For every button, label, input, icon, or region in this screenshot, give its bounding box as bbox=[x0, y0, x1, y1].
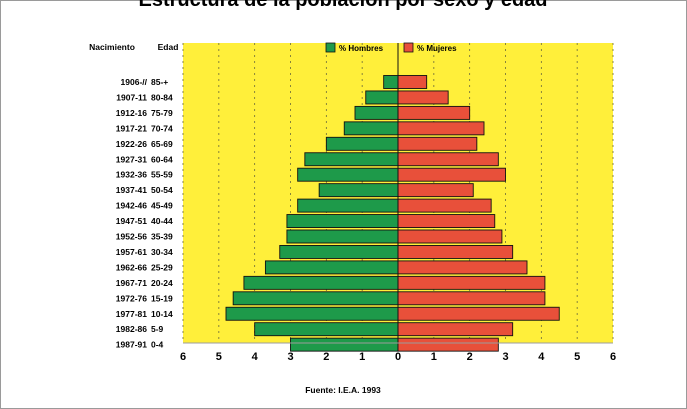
bars bbox=[225, 75, 560, 352]
bar-hombres bbox=[225, 306, 399, 321]
bar-hombres bbox=[254, 322, 399, 337]
birth-year-label: 1957-61 bbox=[116, 247, 147, 257]
x-tick-label: 6 bbox=[610, 351, 616, 363]
bar-mujeres bbox=[397, 306, 560, 321]
bar-mujeres bbox=[397, 167, 506, 182]
bar-mujeres bbox=[397, 260, 528, 275]
x-axis-tick-labels: 6 5 4 3 2 1 0 1 2 3 4 5 6 bbox=[180, 351, 616, 363]
chart-title: Estructura de la población por sexo y ed… bbox=[139, 0, 548, 11]
age-group-label: 60-64 bbox=[151, 154, 173, 164]
x-tick-label: 4 bbox=[252, 351, 259, 363]
birth-year-label: 1967-71 bbox=[116, 278, 147, 288]
bar-hombres bbox=[383, 75, 399, 89]
x-tick-label: 6 bbox=[180, 351, 186, 363]
birth-year-label: 1927-31 bbox=[116, 154, 147, 164]
birth-year-label: 1917-21 bbox=[116, 123, 147, 133]
birth-year-label: 1912-16 bbox=[116, 108, 147, 118]
bar-mujeres bbox=[397, 152, 499, 167]
bar-hombres bbox=[354, 105, 399, 120]
bar-hombres bbox=[286, 214, 399, 229]
bar-mujeres bbox=[397, 337, 499, 352]
birth-year-label: 1922-26 bbox=[116, 139, 147, 149]
x-tick-label: 2 bbox=[467, 351, 473, 363]
bar-mujeres bbox=[397, 214, 496, 229]
age-group-label: 0-4 bbox=[151, 340, 164, 350]
bar-hombres bbox=[290, 337, 399, 352]
x-tick-label: 3 bbox=[502, 351, 508, 363]
age-group-label: 30-34 bbox=[151, 247, 173, 257]
x-tick-label: 4 bbox=[538, 351, 545, 363]
bar-hombres bbox=[279, 244, 399, 259]
age-group-label: 35-39 bbox=[151, 232, 173, 242]
birth-year-label: 1982-86 bbox=[116, 324, 147, 334]
bar-hombres bbox=[343, 121, 399, 136]
x-tick-label: 2 bbox=[323, 351, 329, 363]
age-group-label: 85-+ bbox=[151, 77, 168, 87]
birth-year-label: 1952-56 bbox=[116, 232, 147, 242]
age-group-label: 75-79 bbox=[151, 108, 173, 118]
age-group-label: 15-19 bbox=[151, 293, 173, 303]
age-group-label: 40-44 bbox=[151, 216, 173, 226]
bar-mujeres bbox=[397, 121, 485, 136]
bar-mujeres bbox=[397, 90, 449, 105]
birth-year-column-header: Nacimiento bbox=[89, 42, 135, 52]
age-group-label: 45-49 bbox=[151, 201, 173, 211]
x-tick-label: 1 bbox=[431, 351, 437, 363]
age-group-label: 10-14 bbox=[151, 309, 173, 319]
bar-mujeres bbox=[397, 75, 428, 89]
age-group-label: 20-24 bbox=[151, 278, 173, 288]
birth-year-label: 1987-91 bbox=[116, 340, 147, 350]
bar-hombres bbox=[286, 229, 399, 244]
birth-year-label: 1977-81 bbox=[116, 309, 147, 319]
birth-year-label: 1962-66 bbox=[116, 262, 147, 272]
birth-year-label: 1942-46 bbox=[116, 201, 147, 211]
bar-hombres bbox=[243, 275, 399, 290]
bar-mujeres bbox=[397, 291, 546, 306]
bar-mujeres bbox=[397, 322, 514, 337]
age-group-label: 5-9 bbox=[151, 324, 164, 334]
bar-hombres bbox=[318, 183, 399, 198]
birth-year-label: 1947-51 bbox=[116, 216, 147, 226]
age-column-header: Edad bbox=[158, 42, 179, 52]
birth-year-label: 1972-76 bbox=[116, 293, 147, 303]
birth-year-label: 1907-11 bbox=[116, 92, 147, 102]
x-tick-label: 5 bbox=[216, 351, 222, 363]
legend-label: % Hombres bbox=[339, 44, 384, 53]
x-tick-label: 0 bbox=[395, 351, 401, 363]
age-group-label: 55-59 bbox=[151, 170, 173, 180]
birth-year-label: 1937-41 bbox=[116, 185, 147, 195]
bar-hombres bbox=[297, 198, 399, 213]
source-note: Fuente: I.E.A. 1993 bbox=[305, 385, 381, 395]
bar-hombres bbox=[365, 90, 399, 105]
bar-hombres bbox=[304, 152, 399, 167]
age-group-label: 70-74 bbox=[151, 123, 173, 133]
age-group-label: 25-29 bbox=[151, 262, 173, 272]
age-group-label: 80-84 bbox=[151, 92, 173, 102]
x-tick-label: 3 bbox=[287, 351, 293, 363]
bar-mujeres bbox=[397, 229, 503, 244]
x-tick-label: 1 bbox=[359, 351, 365, 363]
bar-mujeres bbox=[397, 105, 471, 120]
birth-year-label: 1932-36 bbox=[116, 170, 147, 180]
bar-hombres bbox=[325, 136, 399, 151]
age-group-label: 50-54 bbox=[151, 185, 173, 195]
x-tick-label: 5 bbox=[574, 351, 580, 363]
bar-mujeres bbox=[397, 244, 514, 259]
bar-hombres bbox=[264, 260, 399, 275]
bar-hombres bbox=[232, 291, 399, 306]
age-group-label: 65-69 bbox=[151, 139, 173, 149]
bar-mujeres bbox=[397, 136, 478, 151]
birth-year-label: 1906-// bbox=[121, 77, 148, 87]
y-axis-labels: 1906-//85-+ 1907-11 80-84 1912-16 75-79 1917-… bbox=[116, 77, 173, 350]
legend: % Hombres % Mujeres bbox=[325, 42, 457, 53]
legend-swatch bbox=[403, 42, 414, 53]
bar-mujeres bbox=[397, 198, 492, 213]
legend-swatch bbox=[325, 42, 336, 53]
bar-mujeres bbox=[397, 275, 546, 290]
bar-hombres bbox=[297, 167, 399, 182]
bar-mujeres bbox=[397, 183, 474, 198]
legend-label: % Mujeres bbox=[417, 44, 457, 53]
